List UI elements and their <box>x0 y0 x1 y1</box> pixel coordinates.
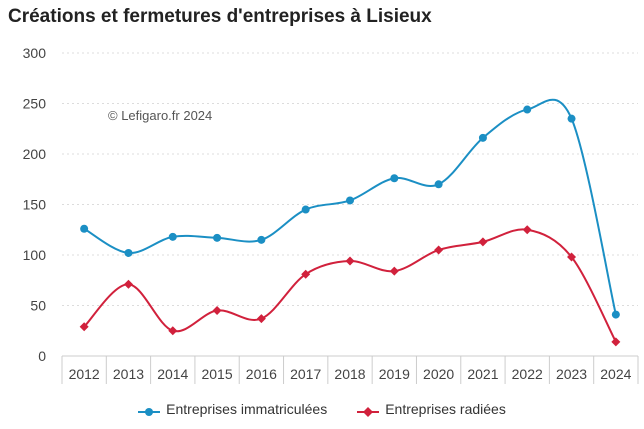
data-point[interactable] <box>168 326 178 336</box>
data-point[interactable] <box>213 233 222 242</box>
legend-label: Entreprises immatriculées <box>166 401 328 417</box>
x-tick-label: 2022 <box>512 366 543 382</box>
x-tick-label: 2015 <box>201 366 232 382</box>
data-point[interactable] <box>522 225 532 235</box>
data-point[interactable] <box>301 269 311 279</box>
data-point[interactable] <box>346 196 354 205</box>
y-tick-label: 150 <box>23 197 47 213</box>
data-point[interactable] <box>567 114 576 123</box>
chart-title: Créations et fermetures d'entreprises à … <box>8 6 432 27</box>
data-point[interactable] <box>80 224 89 233</box>
data-point[interactable] <box>212 306 222 316</box>
x-tick-label: 2020 <box>423 366 454 382</box>
x-tick-label: 2021 <box>467 366 498 382</box>
legend: Entreprises immatriculées Entreprises ra… <box>0 401 644 417</box>
data-point[interactable] <box>434 245 444 255</box>
diamond-marker-icon <box>357 404 380 417</box>
legend-item-immatriculees[interactable]: Entreprises immatriculées <box>138 401 327 417</box>
data-point[interactable] <box>168 232 177 241</box>
data-point[interactable] <box>611 310 620 319</box>
series-line-2 <box>83 228 617 343</box>
data-point[interactable] <box>390 174 399 183</box>
data-point[interactable] <box>257 235 266 244</box>
data-point[interactable] <box>478 133 487 142</box>
x-tick-label: 2023 <box>556 366 587 382</box>
y-tick-label: 100 <box>23 247 47 263</box>
grid-lines <box>62 52 638 306</box>
data-point[interactable] <box>345 256 355 266</box>
x-tick-label: 2024 <box>600 366 631 382</box>
circle-marker-icon <box>138 404 161 416</box>
data-point[interactable] <box>434 180 443 189</box>
legend-item-radiees[interactable]: Entreprises radiées <box>357 401 506 417</box>
data-point[interactable] <box>611 337 621 347</box>
x-tick-label: 2012 <box>69 366 100 382</box>
series-layer <box>79 98 621 347</box>
y-tick-label: 50 <box>30 298 46 314</box>
y-tick-label: 300 <box>23 45 47 61</box>
x-tick-label: 2019 <box>379 366 410 382</box>
y-tick-label: 0 <box>38 348 46 364</box>
data-point[interactable] <box>567 252 577 262</box>
data-point[interactable] <box>79 322 89 332</box>
x-axis: 2012 2013 2014 2015 2016 2017 2018 2019 2020 2021… <box>61 355 639 384</box>
series-line-1 <box>83 98 617 315</box>
data-point[interactable] <box>256 314 266 324</box>
y-tick-label: 250 <box>23 96 47 112</box>
y-axis: 0 50 100 150 200 250 300 <box>23 45 47 364</box>
legend-label: Entreprises radiées <box>385 401 506 417</box>
data-point[interactable] <box>478 237 488 247</box>
watermark: © Lefigaro.fr 2024 <box>108 108 212 123</box>
data-point[interactable] <box>123 279 133 289</box>
x-tick-label: 2014 <box>157 366 188 382</box>
data-point[interactable] <box>389 266 399 276</box>
x-tick-label: 2018 <box>334 366 365 382</box>
y-tick-label: 200 <box>23 146 47 162</box>
data-point[interactable] <box>124 248 133 257</box>
data-point[interactable] <box>523 105 532 114</box>
x-tick-label: 2016 <box>246 366 277 382</box>
x-tick-label: 2013 <box>113 366 144 382</box>
data-point[interactable] <box>301 205 310 214</box>
x-tick-label: 2017 <box>290 366 321 382</box>
